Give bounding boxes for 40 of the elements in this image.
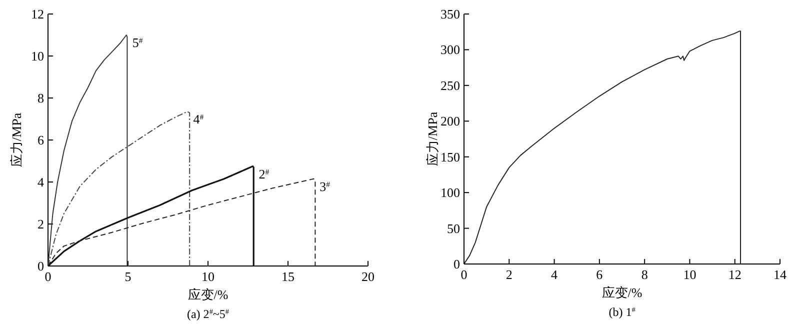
x-axis-title: 应变/% [602,285,642,300]
line-series [48,178,316,266]
y-tick-label: 200 [440,114,460,129]
line-series [48,111,190,266]
series-label: 2$^{#}$ [258,166,270,182]
line-series [47,165,254,267]
line-series [48,34,128,266]
x-tick-label: 6 [596,267,604,282]
y-tick-label: 50 [447,220,460,236]
series-label: 4$^{#}$ [193,112,204,127]
x-tick-label: 20 [362,269,374,284]
line-series [464,30,741,264]
x-tick-label: 8 [641,267,648,282]
y-tick-label: 8 [38,90,44,106]
series-label: 3$^{#}$ [320,178,330,194]
x-tick-label: 12 [728,267,742,282]
text: (b) 1$^{#}$ [608,305,636,319]
series-label: 5$^{#}$ [132,35,143,50]
y-axis-title: 应力/MPa [425,112,440,166]
x-tick-label: 15 [282,269,294,284]
y-tick-label: 100 [440,185,460,200]
x-tick-label: 10 [202,269,214,284]
x-tick-label: 2 [506,267,512,282]
y-tick-label: 350 [440,6,460,22]
x-axis-title: 应变/% [188,287,228,302]
y-tick-label: 2 [38,216,44,232]
y-tick-label: 12 [31,6,44,22]
x-tick-label: 5 [124,269,132,284]
y-tick-label: 0 [454,256,460,272]
x-tick-label: 14 [774,267,787,282]
y-tick-label: 10 [31,48,44,64]
text: (a) 2$^{#}$~5$^{#}$ [186,307,230,321]
y-tick-label: 150 [440,149,460,164]
y-tick-label: 300 [440,42,460,58]
y-tick-label: 250 [440,78,460,93]
y-tick-label: 6 [38,132,44,148]
y-tick-label: 4 [38,174,44,190]
x-tick-label: 4 [551,267,558,282]
x-tick-label: 10 [683,267,696,282]
y-axis-title: 应力/MPa [9,112,24,168]
